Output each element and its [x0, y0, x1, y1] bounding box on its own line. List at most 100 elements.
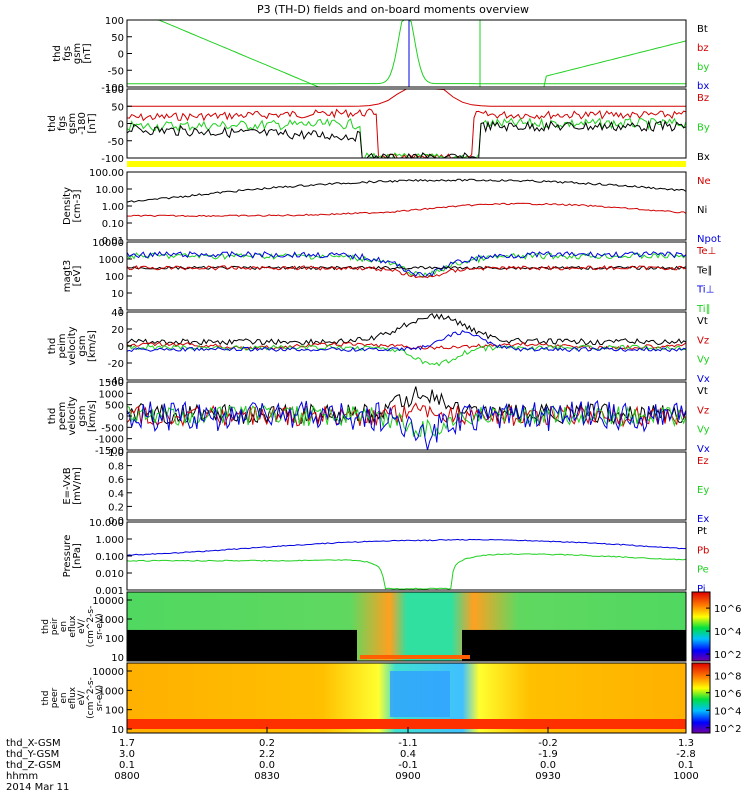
y-tick-label: 0.6 [108, 475, 124, 486]
y-axis-label-line: thd [47, 408, 58, 425]
series-Vx [126, 400, 687, 451]
y-tick-label: -50 [108, 137, 124, 148]
panel-frame [126, 451, 687, 521]
y-tick-label: 0 [118, 120, 124, 131]
y-axis-label: thd fgs gsm [nT] [52, 43, 93, 64]
y-axis-label-line: [cm-3] [72, 189, 83, 222]
y-axis-label-line: thd [41, 619, 51, 634]
y-tick-label: 0.100 [95, 552, 124, 563]
x-col3-y: -1.9 [538, 749, 558, 760]
y-axis-label-line: peim [57, 333, 68, 358]
y-tick-label: 100.00 [89, 168, 124, 179]
y-tick-label: 50 [111, 33, 124, 44]
y-tick-label: 0.2 [108, 502, 124, 513]
panel-density: 100.00 10.00 1.00 0.10 0.01 Density [cm-3] Ne Ni… [62, 168, 721, 247]
x-col1-y: 2.2 [259, 749, 275, 760]
panel-efield: 1.0 0.8 0.6 0.4 0.2 0.0 E=-VxB [mV/m] Ez Ey Ex [62, 448, 709, 527]
legend-Vz: Vz [697, 335, 709, 346]
y-axis-label: magt3 [eV] [62, 260, 83, 293]
panel-fgs_gsm_1: 100 50 0 -50 -100 thd fgs gsm -180 [nT] Bz By Bx [47, 85, 710, 165]
colorbar [691, 662, 711, 734]
y-tick-label: 10 [111, 289, 124, 300]
y-tick-label: 10 [111, 653, 124, 664]
y-tick-label: 40 [111, 308, 124, 319]
legend-Vt: Vt [697, 316, 708, 327]
y-tick-label: 0.4 [108, 489, 124, 500]
y-axis-label-line: [km/s] [87, 330, 98, 362]
x-col2-time: 0900 [395, 771, 420, 782]
y-axis-label-line: [km/s] [87, 400, 98, 432]
panel-frame [126, 311, 687, 381]
legend-Te⊥: Te⊥ [696, 246, 716, 257]
legend-Te∥: Te∥ [696, 265, 713, 276]
y-tick-label: 0.010 [95, 569, 124, 580]
panel-frame [126, 171, 687, 241]
legend-Pb: Pb [697, 545, 709, 556]
panel-frame [126, 381, 687, 451]
series-by-right [127, 40, 687, 88]
y-axis-label-line: [nPa] [72, 543, 83, 569]
x-col2-x: -1.1 [398, 738, 418, 749]
y-axis-label: thd peim velocity gsm [km/s] [47, 326, 98, 365]
y-axis-label: E=-VxB [mV/m] [62, 467, 83, 505]
spectrogram-blue-core [390, 671, 450, 717]
y-axis-label-line: thd [52, 45, 63, 62]
y-tick-label: 100 [105, 706, 124, 717]
y-tick-label: 0.0 [108, 516, 124, 527]
legend-Ex: Ex [697, 514, 709, 525]
legend-Vz: Vz [697, 405, 709, 416]
legend-Ez: Ez [697, 456, 709, 467]
legend-Bt: Bt [697, 24, 708, 35]
y-tick-label: 10.00 [95, 185, 124, 196]
y-axis-label-line: eflux [68, 686, 78, 709]
y-axis-label-line: peem [57, 402, 68, 430]
legend-Vt: Vt [697, 386, 708, 397]
panel-frame [126, 591, 687, 662]
y-axis-label-line: [nT] [87, 113, 98, 133]
y-tick-label: 0 [118, 412, 124, 423]
x-row-label-x: thd_X-GSM [6, 738, 61, 749]
y-tick-label: 1.000 [95, 535, 124, 546]
y-tick-label: 100 [105, 85, 124, 96]
series-Vt [126, 386, 687, 426]
series-Bz [126, 108, 687, 159]
legend-Pt: Pt [697, 526, 707, 537]
date-label: 2014 Mar 11 [6, 782, 69, 793]
y-tick-label: 0 [118, 50, 124, 61]
y-tick-label: 100 [105, 634, 124, 645]
x-col3-x: -0.2 [538, 738, 558, 749]
y-axis-label-line: gsm [77, 405, 88, 426]
y-axis-label-line: (cm^2-s- [86, 606, 96, 648]
y-tick-label: 0.10 [102, 219, 124, 230]
panel-peer_en_eflux: 10^8 10^6 10^4 10^2 10000 1000 100 10 thd peer en e… [41, 662, 741, 736]
y-tick-label: 1500 [99, 378, 124, 389]
y-tick-label: 1 [118, 306, 124, 317]
y-tick-label: 10000 [92, 238, 124, 249]
y-axis-label-line: magt3 [62, 260, 73, 293]
y-tick-label: 10.000 [89, 518, 124, 529]
panel-peir_en_eflux: 10^6 10^4 10^2 10000 1000 100 10 thd peir en eflux… [41, 591, 741, 664]
legend-Bx: Bx [697, 152, 710, 163]
y-axis-label-line: fgs [57, 116, 68, 131]
x-col2-y: 0.4 [400, 749, 416, 760]
x-col4-z: 0.1 [678, 760, 694, 771]
y-axis-label-line: fgs [62, 46, 73, 61]
y-tick-label: -1000 [95, 435, 124, 446]
legend-Ti∥: Ti∥ [696, 304, 711, 315]
y-tick-label: 0.001 [95, 586, 124, 597]
y-axis-label: Density [cm-3] [62, 187, 83, 225]
x-col0-y: 3.0 [119, 749, 135, 760]
y-tick-label: -100 [101, 154, 124, 165]
y-axis-label: thd peir en eflux eV/(cm^2-s-sr-eV) [41, 606, 105, 648]
series-Ti-perp [126, 250, 687, 278]
colorbar-tick-label: 10^4 [714, 706, 741, 717]
y-tick-label: 100 [105, 272, 124, 283]
figure-title: P3 (TH-D) fields and on-board moments ov… [257, 3, 529, 16]
y-axis-label-line: (cm^2-s- [86, 677, 96, 719]
panel-frame [126, 88, 687, 159]
x-col4-x: 1.3 [678, 738, 694, 749]
y-axis-label: thd fgs gsm -180 [nT] [47, 112, 98, 135]
